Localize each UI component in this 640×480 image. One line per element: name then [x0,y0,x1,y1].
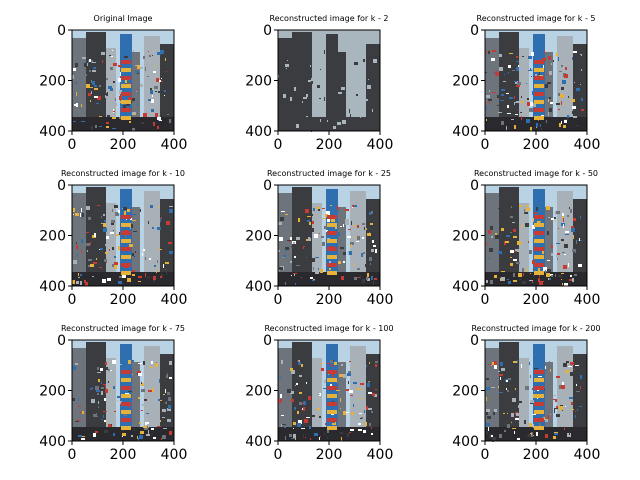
subplot-title: Reconstructed image for k - 2 [270,14,389,23]
y-tick-label: 200 [245,384,272,400]
x-tick-label: 0 [68,292,77,308]
x-tick-label: 200 [523,137,550,153]
subplot-title: Reconstructed image for k - 10 [61,169,185,178]
x-tick-label: 400 [367,447,394,463]
y-tick-label: 400 [452,124,479,140]
y-tick-label: 400 [39,434,66,450]
subplot-image [485,340,587,442]
x-tick-label: 0 [68,137,77,153]
x-tick-label: 0 [481,447,490,463]
x-tick-label: 200 [523,447,550,463]
x-tick-label: 200 [316,292,343,308]
y-tick-label: 200 [452,229,479,245]
y-tick-label: 0 [57,23,66,39]
subplot-title: Reconstructed image for k - 200 [471,324,600,333]
x-tick-label: 200 [316,447,343,463]
x-tick-label: 200 [110,447,137,463]
y-tick-label: 400 [452,434,479,450]
x-tick-label: 200 [523,292,550,308]
subplot-image [485,185,587,287]
y-tick-label: 200 [245,74,272,90]
x-tick-label: 0 [68,447,77,463]
y-tick-label: 0 [470,333,479,349]
subplot-image [278,30,380,132]
y-tick-label: 200 [39,74,66,90]
x-tick-label: 400 [574,447,601,463]
subplot-title: Reconstructed image for k - 5 [477,14,596,23]
subplot-image [278,340,380,441]
y-tick-label: 400 [452,279,479,295]
subplot-image [72,185,174,286]
x-tick-label: 400 [161,447,188,463]
y-tick-label: 0 [263,178,272,194]
x-tick-label: 200 [110,137,137,153]
y-tick-label: 200 [39,384,66,400]
x-tick-label: 200 [110,292,137,308]
x-tick-label: 400 [367,292,394,308]
y-tick-label: 0 [57,178,66,194]
y-tick-label: 200 [39,229,66,245]
x-tick-label: 0 [481,292,490,308]
x-tick-label: 0 [274,292,283,308]
x-tick-label: 0 [274,447,283,463]
y-tick-label: 0 [470,23,479,39]
subplot-image [485,30,587,131]
y-tick-label: 400 [245,434,272,450]
x-tick-label: 400 [367,137,394,153]
y-tick-label: 200 [245,229,272,245]
subplot-title: Reconstructed image for k - 25 [267,169,391,178]
x-tick-label: 0 [274,137,283,153]
y-tick-label: 400 [245,279,272,295]
y-tick-label: 0 [263,333,272,349]
y-tick-label: 200 [452,384,479,400]
x-tick-label: 400 [574,137,601,153]
x-tick-label: 400 [574,292,601,308]
y-tick-label: 0 [470,178,479,194]
subplot-title: Original Image [94,14,153,23]
y-tick-label: 0 [263,23,272,39]
subplot-image [72,340,174,441]
x-tick-label: 400 [161,137,188,153]
subplot-title: Reconstructed image for k - 50 [474,169,598,178]
y-tick-label: 0 [57,333,66,349]
subplot-title: Reconstructed image for k - 100 [264,324,393,333]
y-tick-label: 400 [39,124,66,140]
subplot-image [72,30,174,131]
y-tick-label: 400 [39,279,66,295]
subplot-image [278,185,380,286]
y-tick-label: 200 [452,74,479,90]
subplot-title: Reconstructed image for k - 75 [61,324,185,333]
y-tick-label: 400 [245,124,272,140]
x-tick-label: 200 [316,137,343,153]
x-tick-label: 0 [481,137,490,153]
x-tick-label: 400 [161,292,188,308]
